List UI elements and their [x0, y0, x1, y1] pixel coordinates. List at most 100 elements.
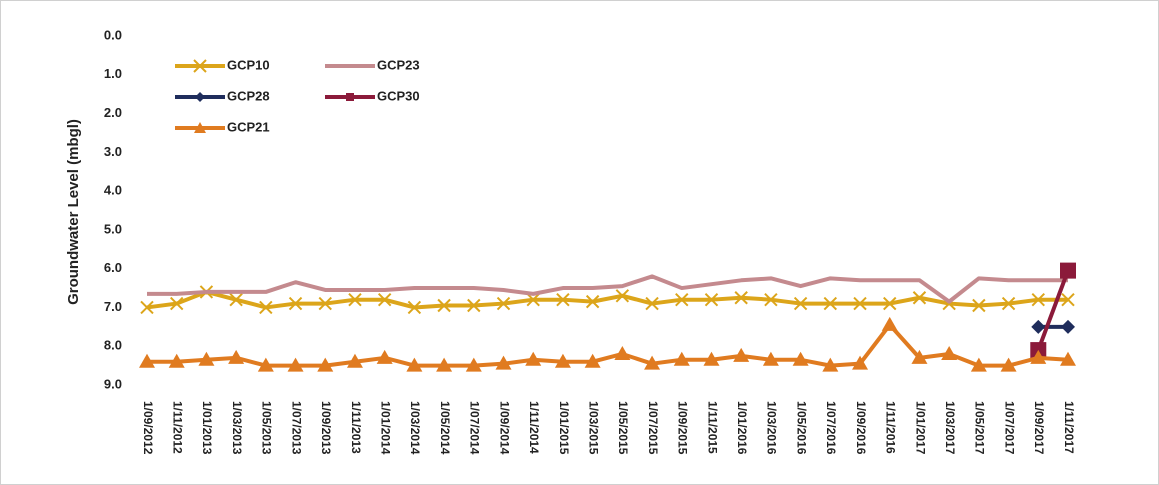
data-point — [526, 292, 540, 307]
x-tick-label: 1/01/2016 — [735, 401, 749, 455]
data-point — [556, 292, 570, 307]
data-point — [941, 345, 958, 360]
x-tick-label: 1/09/2014 — [497, 401, 511, 455]
y-tick-label: 2.0 — [104, 105, 122, 120]
data-point — [912, 291, 927, 305]
data-point — [1030, 349, 1047, 364]
data-point — [1060, 262, 1076, 279]
x-tick-label: 1/09/2017 — [1032, 401, 1046, 455]
data-point — [229, 292, 243, 307]
data-point — [437, 298, 451, 313]
x-tick-label: 1/05/2016 — [794, 401, 808, 455]
data-point — [346, 353, 363, 368]
legend-marker — [346, 93, 354, 101]
x-tick-label: 1/03/2016 — [765, 401, 779, 455]
x-tick-label: 1/01/2015 — [557, 401, 571, 455]
data-point — [762, 351, 779, 366]
data-point — [911, 349, 928, 364]
series-line — [147, 322, 1069, 368]
x-tick-label: 1/01/2017 — [913, 401, 927, 455]
data-point — [168, 353, 185, 368]
x-tick-label: 1/03/2015 — [586, 401, 600, 455]
x-tick-label: 1/09/2015 — [676, 401, 690, 455]
data-point — [140, 300, 154, 315]
data-point — [467, 298, 481, 313]
y-tick-label: 6.0 — [104, 260, 122, 275]
data-point — [1000, 357, 1017, 372]
y-tick-label: 7.0 — [104, 299, 122, 314]
legend-marker — [194, 122, 206, 133]
data-point — [585, 294, 600, 309]
data-point — [1031, 319, 1046, 334]
data-point — [1001, 296, 1016, 311]
series-line — [146, 289, 1068, 310]
x-tick-label: 1/05/2017 — [973, 401, 987, 455]
data-point — [1061, 292, 1075, 307]
y-tick-label: 8.0 — [104, 338, 122, 353]
y-tick-label: 3.0 — [104, 144, 122, 159]
data-point — [853, 296, 867, 311]
data-point — [703, 351, 720, 366]
data-point — [822, 357, 839, 372]
y-tick-label: 5.0 — [104, 221, 122, 236]
x-tick-label: 1/03/2014 — [408, 401, 422, 455]
data-point — [1061, 319, 1075, 334]
x-tick-label: 1/09/2013 — [319, 401, 333, 455]
data-point — [972, 298, 986, 313]
data-point — [764, 292, 778, 307]
data-point — [734, 291, 748, 305]
x-tick-label: 1/07/2013 — [289, 401, 303, 455]
x-tick-label: 1/05/2014 — [438, 401, 452, 455]
data-point — [645, 296, 659, 311]
x-tick-label: 1/09/2016 — [854, 401, 868, 455]
data-point — [288, 296, 303, 311]
data-point — [823, 296, 838, 311]
data-point — [257, 357, 274, 372]
x-tick-label: 1/07/2016 — [824, 401, 838, 455]
legend-marker — [193, 59, 207, 73]
data-point — [465, 357, 482, 372]
data-point — [406, 357, 423, 372]
legend-label: GCP23 — [377, 57, 420, 72]
x-tick-label: 1/05/2013 — [260, 401, 274, 455]
legend-label: GCP28 — [227, 88, 270, 103]
data-point — [407, 300, 422, 315]
data-point — [317, 357, 334, 372]
legend-label: GCP10 — [227, 57, 270, 72]
data-point — [495, 355, 512, 370]
data-point — [259, 300, 273, 315]
data-point — [436, 357, 453, 372]
data-point — [554, 353, 571, 368]
data-point — [496, 296, 511, 311]
series-line — [1036, 269, 1070, 351]
y-tick-label: 4.0 — [104, 183, 122, 198]
data-point — [584, 353, 601, 368]
x-tick-label: 1/03/2013 — [230, 401, 244, 455]
x-tick-label: 1/11/2012 — [171, 401, 185, 454]
data-point — [644, 355, 661, 370]
data-point — [614, 345, 631, 360]
data-point — [881, 316, 898, 331]
data-point — [792, 351, 809, 366]
x-tick-label: 1/07/2017 — [1002, 401, 1016, 455]
data-point — [704, 292, 719, 307]
data-point — [675, 292, 689, 307]
data-point — [673, 351, 690, 366]
data-point — [228, 349, 245, 364]
data-point — [852, 355, 869, 370]
y-tick-label: 9.0 — [104, 376, 122, 391]
x-tick-label: 1/11/2013 — [349, 401, 363, 454]
y-tick-label: 0.0 — [104, 27, 122, 42]
y-axis-title: Groundwater Level (mbgl) — [65, 119, 82, 305]
data-point — [733, 347, 750, 362]
data-point — [376, 349, 393, 364]
x-tick-label: 1/07/2014 — [468, 401, 482, 455]
data-point — [525, 351, 542, 366]
x-tick-label: 1/09/2012 — [141, 401, 155, 455]
data-point — [1031, 292, 1045, 307]
data-point — [198, 351, 215, 366]
x-tick-label: 1/07/2015 — [646, 401, 660, 455]
